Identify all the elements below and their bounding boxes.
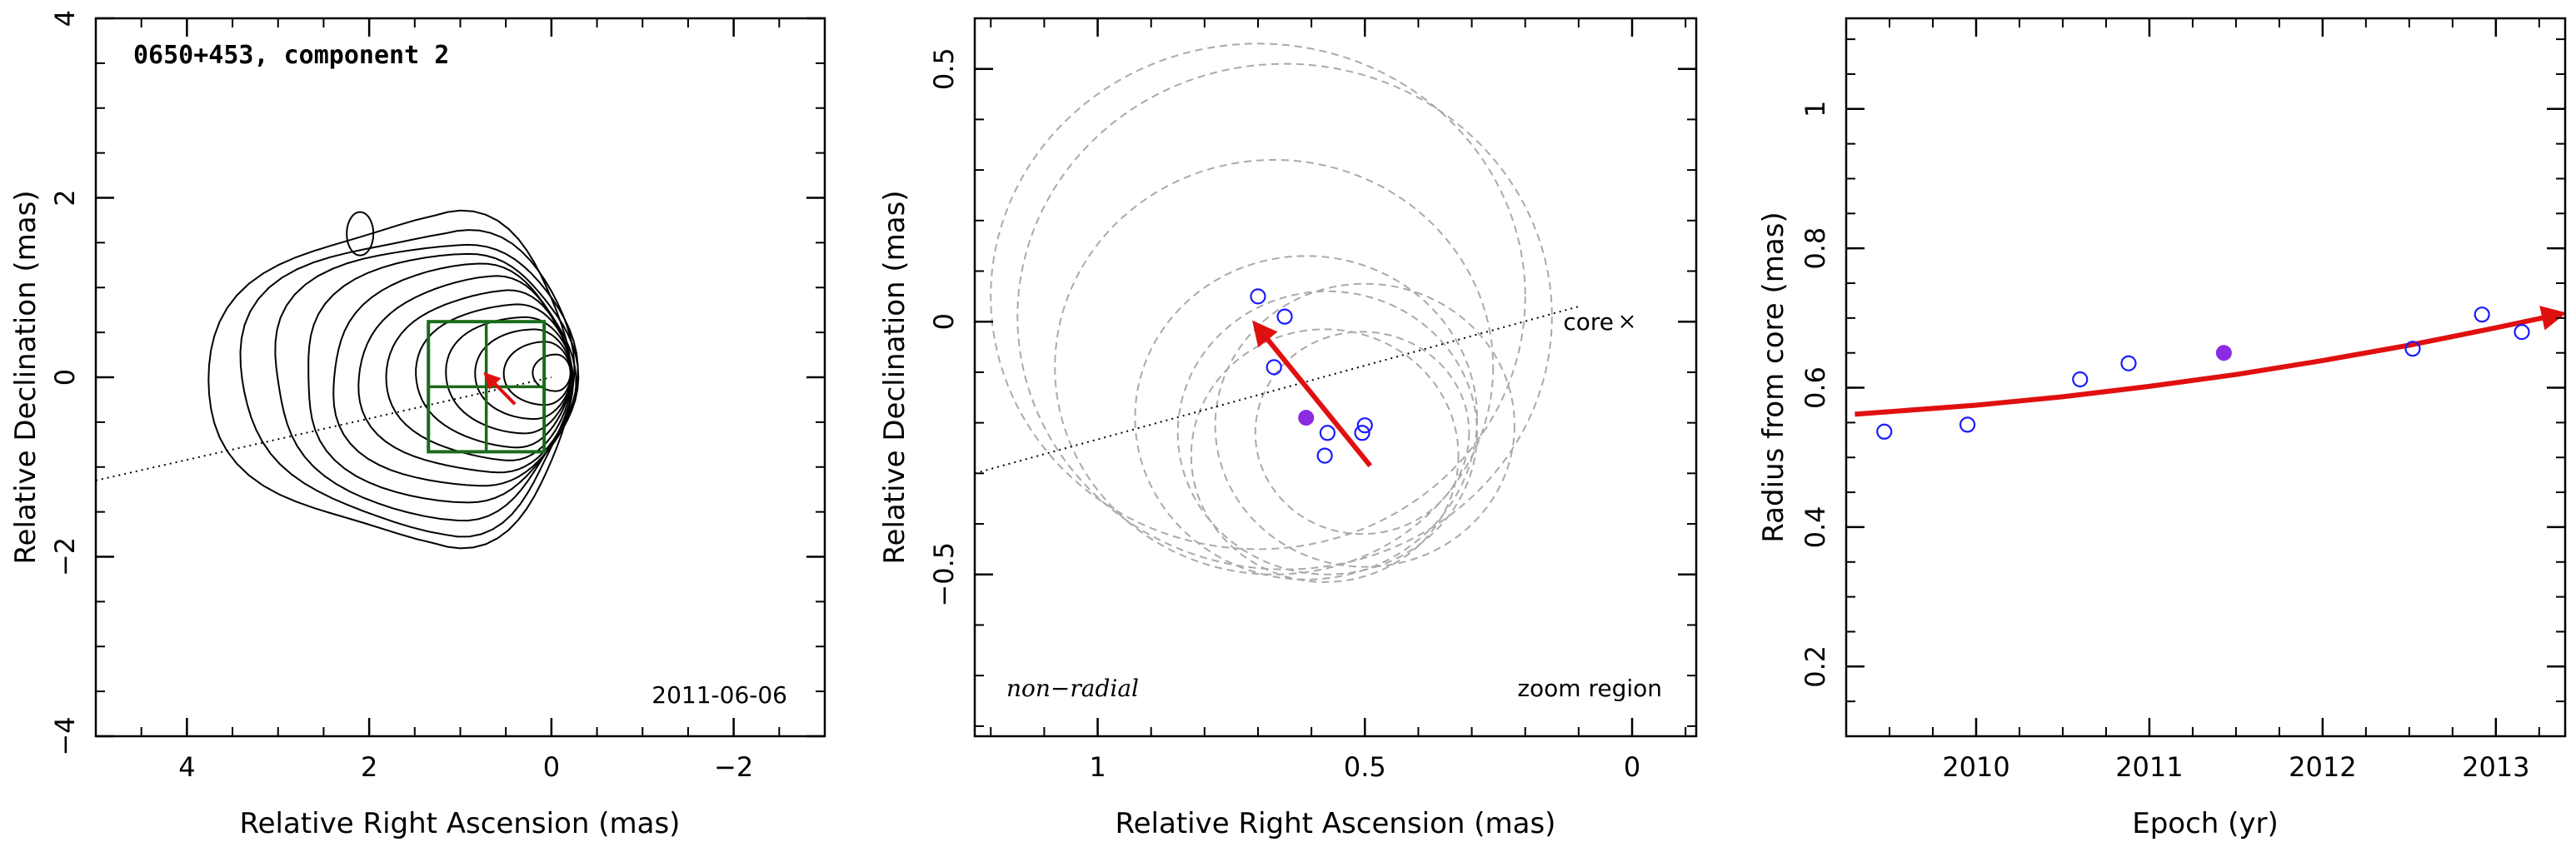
x-tick-label: 0.5 bbox=[1344, 751, 1386, 783]
contour-island bbox=[346, 211, 375, 257]
x-tick-label: 2 bbox=[361, 751, 377, 783]
y-tick-label: −2 bbox=[49, 537, 81, 576]
x-tick-label: 2010 bbox=[1942, 751, 2009, 783]
data-point bbox=[2072, 371, 2089, 388]
panel2-frame bbox=[973, 17, 1698, 738]
contour-level bbox=[332, 262, 577, 487]
contour-level bbox=[207, 209, 573, 550]
contour-level bbox=[532, 353, 572, 392]
fit-curve bbox=[1855, 306, 2565, 417]
panel1-frame bbox=[94, 17, 826, 738]
panel1-ticks: 4 2 0 −2 −4 −2 0 2 4 bbox=[49, 10, 826, 783]
y-tick-label: 0 bbox=[49, 369, 81, 386]
highlighted-point bbox=[1298, 410, 1315, 426]
core-label: core bbox=[1563, 308, 1614, 336]
zoom-region-panel: core 1 0.5 0 −0.5 0 0.5 non−radial zoom regio… bbox=[878, 17, 1698, 840]
data-point bbox=[1266, 359, 1282, 376]
jet-axis-line bbox=[96, 376, 552, 481]
contour-level bbox=[307, 252, 580, 504]
radius-vs-epoch-panel: 2010 2011 2012 2013 0.2 0.4 0.6 0.8 1 Epoch (yr)… bbox=[1757, 17, 2567, 840]
panel2-xlabel: Relative Right Ascension (mas) bbox=[1116, 807, 1556, 840]
data-point bbox=[2514, 324, 2530, 341]
panel1-title: 0650+453, component 2 bbox=[133, 41, 449, 70]
data-point bbox=[1250, 288, 1266, 305]
y-tick-label: 4 bbox=[49, 10, 81, 27]
y-tick-label: −4 bbox=[49, 716, 81, 755]
data-point bbox=[1959, 416, 1976, 433]
uncertainty-circle bbox=[1254, 331, 1470, 536]
uncertainty-circle bbox=[1134, 255, 1478, 580]
y-tick-label: 0.4 bbox=[1800, 506, 1831, 548]
data-point bbox=[1276, 308, 1293, 325]
uncertainty-circle bbox=[990, 42, 1526, 551]
x-tick-label: 1 bbox=[1089, 751, 1106, 783]
data-point bbox=[2404, 341, 2421, 357]
y-tick-label: 0.2 bbox=[1800, 645, 1831, 688]
x-tick-label: 0 bbox=[543, 751, 560, 783]
core-marker bbox=[1620, 315, 1634, 328]
y-tick-label: 0.8 bbox=[1800, 227, 1831, 270]
panel3-frame bbox=[1845, 17, 2567, 738]
uncertainty-circle bbox=[1016, 62, 1553, 570]
y-tick-label: −0.5 bbox=[928, 542, 960, 607]
y-tick-label: 2 bbox=[49, 189, 81, 206]
panel1-date: 2011-06-06 bbox=[651, 681, 787, 709]
x-tick-label: 2011 bbox=[2115, 751, 2183, 783]
contour-map-panel: 4 2 0 −2 −4 −2 0 2 4 0650+453, component 2 2011-… bbox=[9, 10, 826, 840]
y-tick-label: 0.5 bbox=[928, 47, 960, 90]
data-point bbox=[1354, 425, 1370, 441]
x-tick-label: −2 bbox=[714, 751, 753, 783]
x-tick-label: 2013 bbox=[2462, 751, 2529, 783]
data-point bbox=[1356, 417, 1373, 434]
y-tick-label: 0.6 bbox=[1800, 366, 1831, 409]
x-tick-label: 4 bbox=[178, 751, 195, 783]
y-tick-label: 0 bbox=[928, 313, 960, 330]
component-arrow bbox=[483, 371, 517, 406]
data-point bbox=[1319, 425, 1335, 441]
panel1-xlabel: Relative Right Ascension (mas) bbox=[240, 807, 681, 840]
contour-level bbox=[415, 303, 573, 449]
data-point bbox=[1876, 423, 1893, 440]
panel2-annotation-left: non−radial bbox=[1006, 675, 1139, 702]
uncertainty-circle bbox=[1054, 158, 1495, 575]
panel2-ticks: 1 0.5 0 −0.5 0 0.5 bbox=[928, 17, 1696, 783]
panel1-ylabel: Relative Declination (mas) bbox=[9, 190, 42, 564]
data-point bbox=[1316, 447, 1333, 464]
motion-arrow bbox=[1251, 320, 1373, 468]
contour-level bbox=[357, 275, 574, 474]
panel3-ylabel: Radius from core (mas) bbox=[1757, 212, 1790, 542]
panel3-ticks: 2010 2011 2012 2013 0.2 0.4 0.6 0.8 1 bbox=[1800, 18, 2565, 783]
contour-level bbox=[274, 243, 579, 522]
y-tick-label: 1 bbox=[1800, 101, 1831, 117]
data-point bbox=[2120, 355, 2137, 371]
x-tick-label: 2012 bbox=[2289, 751, 2356, 783]
contour-level bbox=[474, 328, 573, 421]
panel3-xlabel: Epoch (yr) bbox=[2132, 807, 2279, 840]
uncertainty-circle bbox=[1176, 290, 1478, 575]
contour-level bbox=[445, 316, 573, 435]
panel2-annotation-right: zoom region bbox=[1517, 675, 1662, 702]
contour-level bbox=[239, 229, 576, 538]
panel2-ylabel: Relative Declination (mas) bbox=[878, 190, 911, 564]
uncertainty-circle bbox=[1190, 328, 1460, 583]
contour-level bbox=[502, 341, 572, 406]
uncertainty-circle bbox=[1214, 282, 1515, 568]
highlighted-point bbox=[2215, 345, 2232, 361]
x-tick-label: 0 bbox=[1624, 751, 1640, 783]
jet-axis-line bbox=[975, 306, 1580, 475]
data-point bbox=[2474, 306, 2490, 323]
